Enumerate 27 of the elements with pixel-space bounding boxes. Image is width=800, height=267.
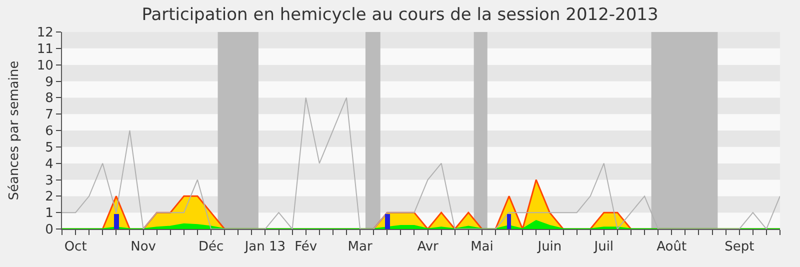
y-tick-label: 0 — [45, 222, 54, 238]
y-tick-label: 1 — [45, 206, 54, 222]
y-tick-label: 7 — [45, 108, 54, 123]
y-tick-label: 6 — [45, 124, 54, 140]
x-tick-label: Juin — [536, 240, 562, 255]
y-tick-label: 8 — [45, 91, 54, 106]
chart-title: Participation en hemicycle au cours de la session 2012-2013 — [142, 4, 658, 25]
x-tick-label: Juil — [593, 240, 614, 255]
y-tick-label: 10 — [36, 58, 54, 74]
y-tick-label: 9 — [45, 74, 54, 90]
x-tick-label: Août — [656, 240, 687, 255]
x-tick-label: Mar — [348, 240, 373, 255]
x-tick-label: Avr — [417, 240, 440, 255]
x-tick-label: Fév — [294, 240, 318, 255]
x-tick-label: Sept — [724, 240, 754, 255]
y-tick-label: 2 — [45, 190, 54, 205]
y-tick-label: 3 — [45, 173, 54, 188]
y-tick-label: 12 — [36, 26, 54, 41]
x-tick-label: Nov — [130, 240, 156, 255]
y-axis-title: Séances par semaine — [6, 60, 22, 200]
x-tick-label: Mai — [470, 240, 494, 255]
x-tick-label: Déc — [198, 240, 224, 255]
x-tick-label: Jan 13 — [244, 240, 286, 255]
y-tick-label: 4 — [45, 156, 54, 172]
y-tick-label: 5 — [45, 140, 54, 156]
x-tick-label: Oct — [64, 240, 87, 255]
y-tick-label: 11 — [36, 42, 54, 57]
